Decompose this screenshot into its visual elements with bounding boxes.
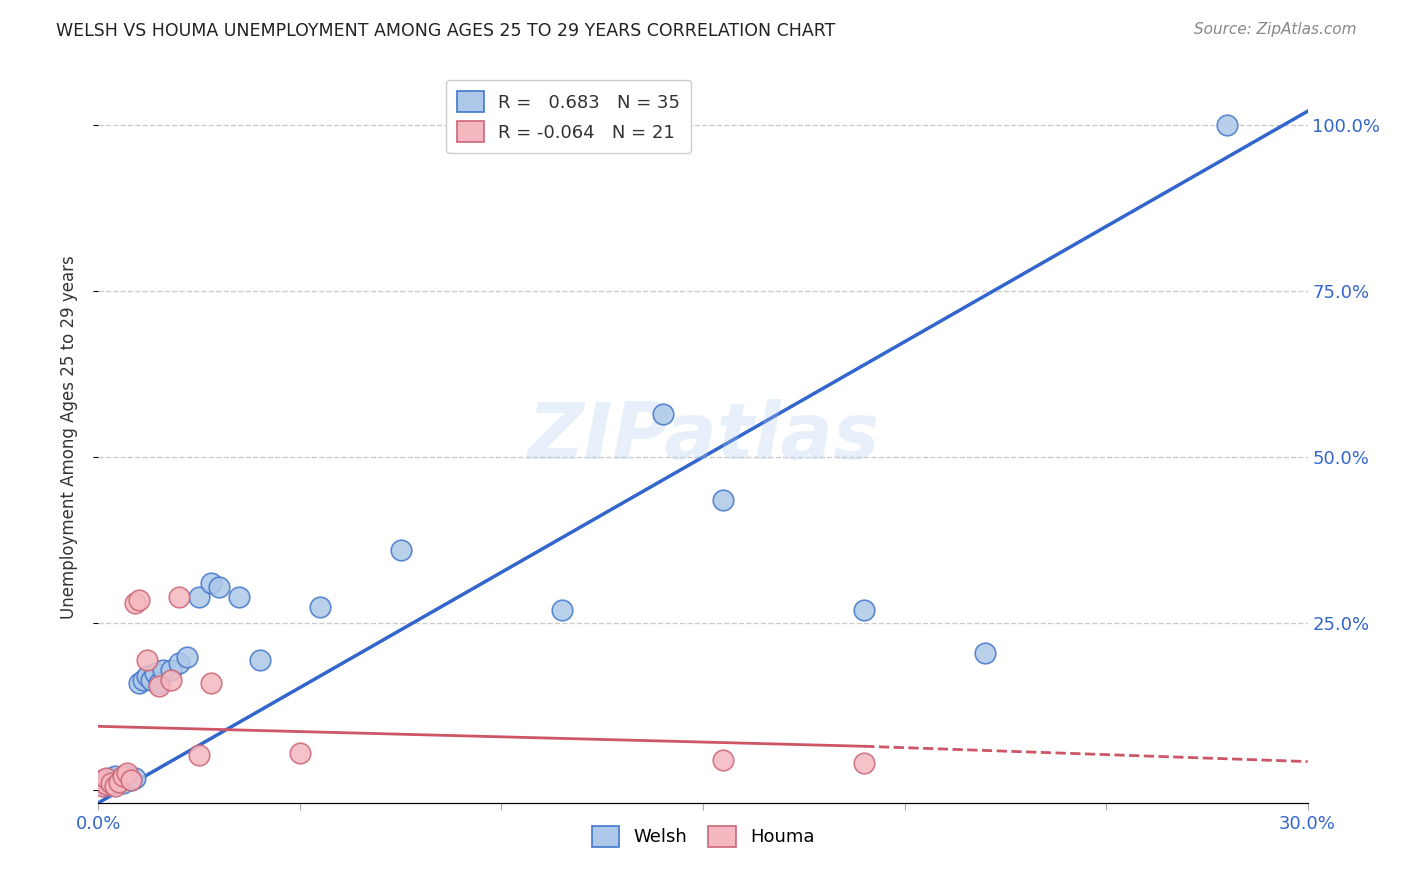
Point bbox=[100, 776, 122, 790]
Point bbox=[96, 771, 118, 785]
Point bbox=[208, 580, 231, 594]
Point bbox=[309, 599, 332, 614]
Point bbox=[228, 590, 250, 604]
Point bbox=[200, 676, 222, 690]
Point bbox=[389, 543, 412, 558]
Point bbox=[100, 771, 122, 785]
Point bbox=[128, 676, 150, 690]
Point bbox=[853, 603, 876, 617]
Point bbox=[551, 603, 574, 617]
Point bbox=[111, 769, 134, 783]
Point bbox=[160, 663, 183, 677]
Point bbox=[96, 777, 118, 791]
Y-axis label: Unemployment Among Ages 25 to 29 years: Unemployment Among Ages 25 to 29 years bbox=[59, 255, 77, 619]
Point bbox=[160, 673, 183, 687]
Point bbox=[143, 666, 166, 681]
Point bbox=[853, 756, 876, 770]
Point bbox=[107, 772, 129, 787]
Point bbox=[120, 772, 142, 787]
Point bbox=[124, 596, 146, 610]
Point bbox=[103, 769, 125, 783]
Point bbox=[152, 663, 174, 677]
Point bbox=[249, 653, 271, 667]
Point bbox=[107, 774, 129, 789]
Point bbox=[135, 653, 157, 667]
Point bbox=[111, 776, 134, 790]
Point bbox=[711, 493, 734, 508]
Point bbox=[188, 747, 211, 762]
Point bbox=[288, 746, 311, 760]
Point bbox=[974, 646, 997, 660]
Point bbox=[120, 772, 142, 787]
Point bbox=[200, 576, 222, 591]
Text: WELSH VS HOUMA UNEMPLOYMENT AMONG AGES 25 TO 29 YEARS CORRELATION CHART: WELSH VS HOUMA UNEMPLOYMENT AMONG AGES 2… bbox=[56, 22, 835, 40]
Point bbox=[91, 772, 114, 787]
Point bbox=[132, 673, 155, 687]
Point bbox=[96, 779, 118, 793]
Text: Source: ZipAtlas.com: Source: ZipAtlas.com bbox=[1194, 22, 1357, 37]
Point bbox=[100, 774, 122, 789]
Point bbox=[148, 676, 170, 690]
Point bbox=[128, 593, 150, 607]
Point bbox=[139, 673, 162, 687]
Point bbox=[176, 649, 198, 664]
Point bbox=[1216, 118, 1239, 132]
Point bbox=[96, 777, 118, 791]
Point bbox=[115, 765, 138, 780]
Point bbox=[115, 769, 138, 783]
Point bbox=[135, 669, 157, 683]
Point bbox=[167, 656, 190, 670]
Point bbox=[188, 590, 211, 604]
Point bbox=[103, 779, 125, 793]
Point bbox=[711, 753, 734, 767]
Point bbox=[91, 776, 114, 790]
Point bbox=[148, 680, 170, 694]
Text: ZIPatlas: ZIPatlas bbox=[527, 399, 879, 475]
Legend: Welsh, Houma: Welsh, Houma bbox=[582, 817, 824, 856]
Point bbox=[167, 590, 190, 604]
Point bbox=[651, 407, 673, 421]
Point bbox=[91, 779, 114, 793]
Point bbox=[103, 776, 125, 790]
Point bbox=[124, 771, 146, 785]
